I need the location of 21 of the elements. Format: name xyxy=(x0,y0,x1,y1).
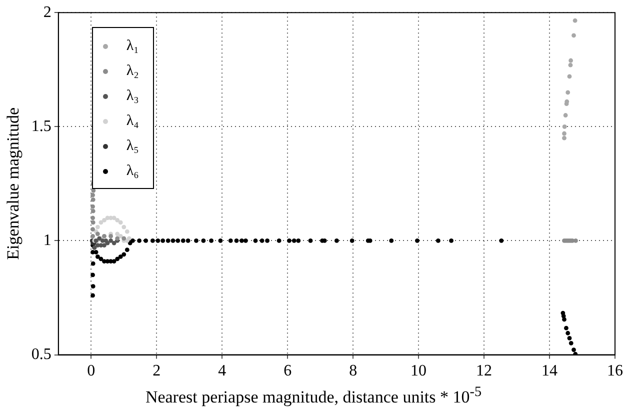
x-tick-label: 0 xyxy=(87,362,96,380)
x-tick-label: 16 xyxy=(607,362,623,380)
x-tick-label: 8 xyxy=(349,362,358,380)
x-tick-label: 12 xyxy=(476,362,492,380)
y-tick-label: 1.5 xyxy=(31,118,52,135)
x-tick-label: 4 xyxy=(218,362,226,380)
legend-label: λ₂ xyxy=(126,62,139,80)
legend-label: λ₆ xyxy=(126,162,139,180)
y-tick-label: 1 xyxy=(43,232,52,249)
legend-label: λ₅ xyxy=(126,138,139,155)
legend-label: λ₁ xyxy=(126,38,139,55)
x-tick-label: 14 xyxy=(542,362,558,380)
legend-label: λ₄ xyxy=(126,112,139,130)
y-tick-label: 0.5 xyxy=(31,346,52,364)
y-axis-title: Eigenvalue magnitude xyxy=(4,107,23,260)
x-tick-label: 10 xyxy=(410,362,427,380)
x-axis-title: Nearest periapse magnitude, distance units * 10$^{-5}$ xyxy=(144,384,483,408)
y-tick-label: 2 xyxy=(43,4,52,21)
legend-label: λ₃ xyxy=(126,88,139,105)
x-tick-label: 6 xyxy=(284,362,292,380)
x-tick-label: 2 xyxy=(152,362,161,380)
